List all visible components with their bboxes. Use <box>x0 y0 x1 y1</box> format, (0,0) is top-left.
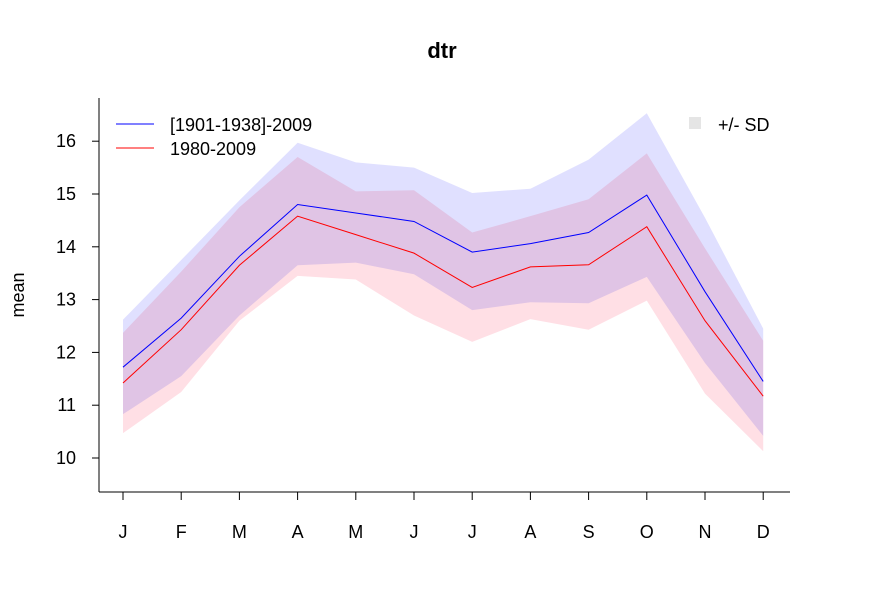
y-tick-label: 16 <box>56 131 76 151</box>
legend-label-1: [1901-1938]-2009 <box>170 115 312 135</box>
axes <box>98 98 790 493</box>
x-tick-label: N <box>699 522 712 542</box>
y-ticks: 10 11 12 13 14 15 16 <box>56 131 99 468</box>
x-tick-label: J <box>410 522 419 542</box>
legend-sd: +/- SD <box>689 115 770 135</box>
y-axis-label: mean <box>8 272 28 317</box>
x-tick-label: J <box>468 522 477 542</box>
x-tick-label: F <box>176 522 187 542</box>
x-tick-label: J <box>119 522 128 542</box>
x-tick-label: M <box>232 522 247 542</box>
y-tick-label: 13 <box>56 290 76 310</box>
x-tick-label: A <box>524 522 536 542</box>
series-lines <box>122 194 764 397</box>
y-tick-label: 11 <box>57 395 76 415</box>
x-tick-label: D <box>757 522 770 542</box>
series-line-1 <box>122 194 764 382</box>
legend-label-2: 1980-2009 <box>170 139 256 159</box>
legend: [1901-1938]-2009 1980-2009 <box>116 115 312 159</box>
sd-band-2 <box>123 153 764 452</box>
series-line-2 <box>122 215 764 397</box>
chart-title: dtr <box>427 38 457 63</box>
x-tick-label: O <box>640 522 654 542</box>
y-tick-label: 15 <box>56 184 76 204</box>
sd-bands <box>123 113 764 452</box>
y-tick-label: 10 <box>56 448 76 468</box>
x-tick-label: M <box>348 522 363 542</box>
legend-sd-swatch <box>689 117 701 129</box>
legend-sd-label: +/- SD <box>718 115 770 135</box>
x-tick-label: S <box>583 522 595 542</box>
y-tick-label: 14 <box>56 237 76 257</box>
y-tick-label: 12 <box>56 342 76 362</box>
x-tick-label: A <box>292 522 304 542</box>
